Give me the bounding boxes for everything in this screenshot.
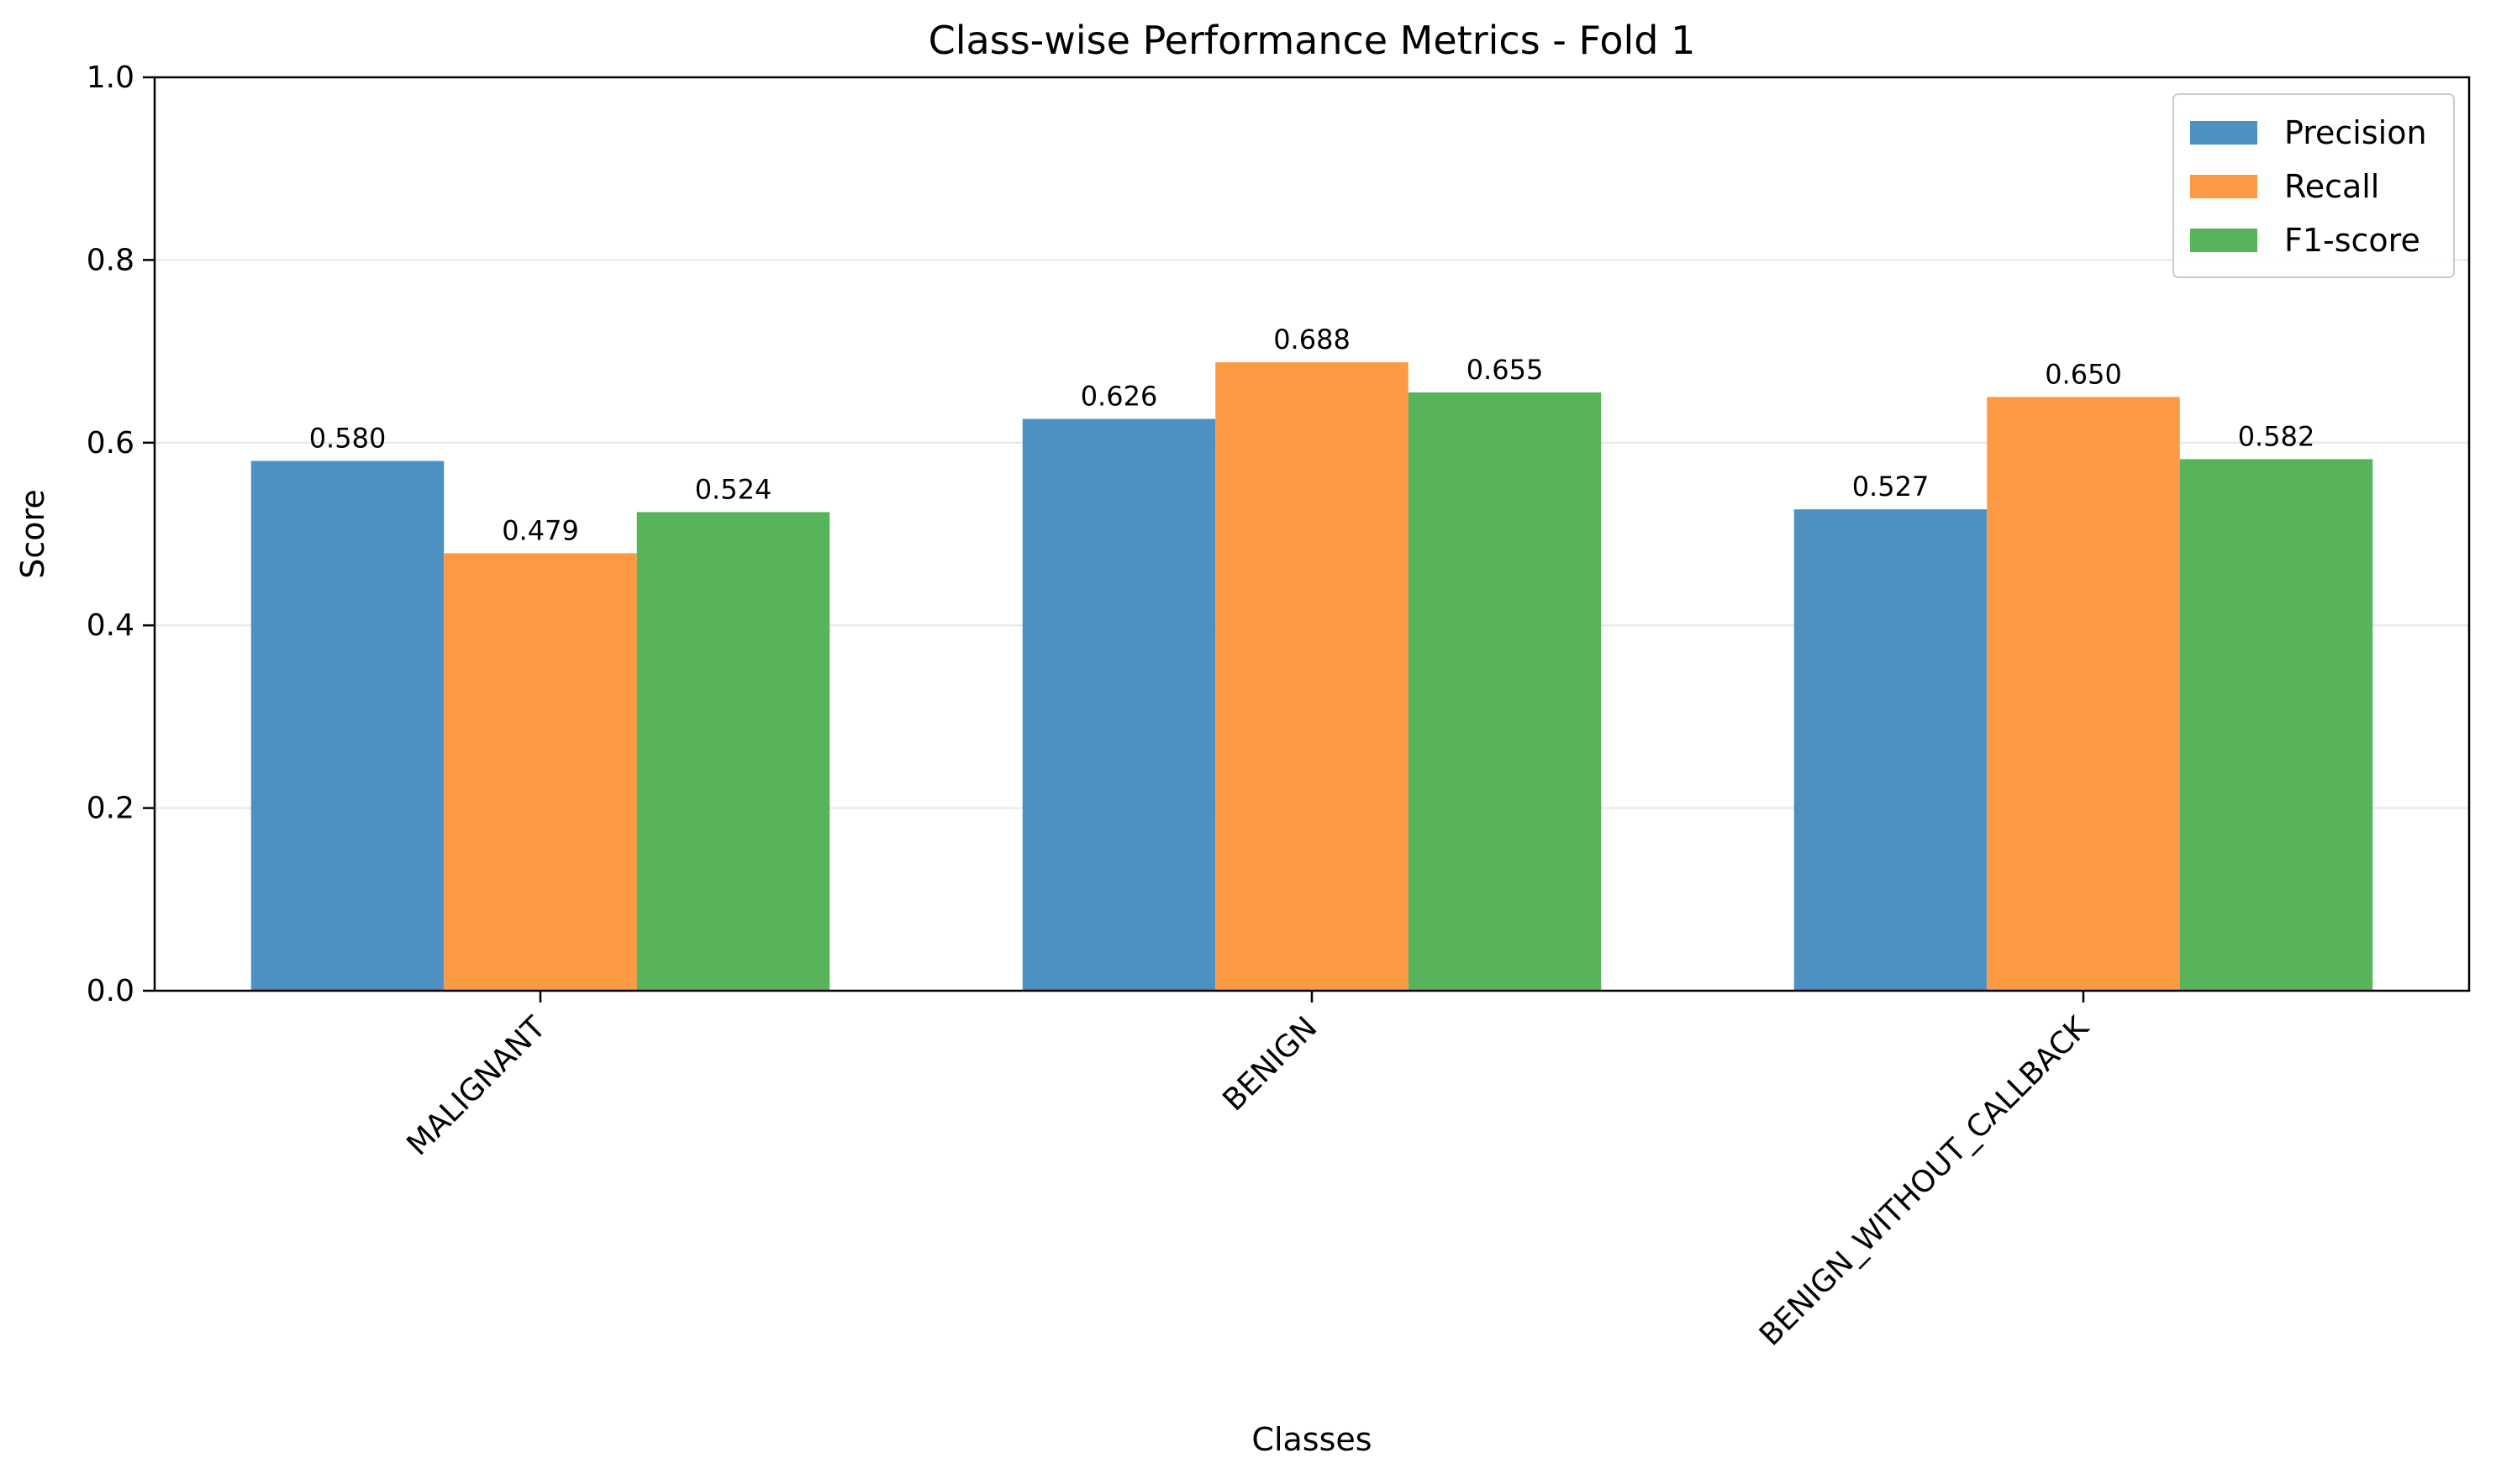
- bar: [1793, 509, 1988, 991]
- bar: [1022, 418, 1216, 992]
- data-labels: 0.580 0.479 0.524 0.626 0.688 0.655 0.527 0.650…: [309, 324, 2315, 546]
- data-label: 0.524: [695, 473, 772, 505]
- bar: [2179, 459, 2373, 991]
- y-axis-title: Score: [14, 489, 51, 578]
- y-tick-label: 0.0: [87, 974, 134, 1008]
- bar: [1987, 397, 2180, 991]
- y-axis-ticks: 0.0 0.2 0.4 0.6 0.8 1.0: [87, 61, 155, 1008]
- y-tick-label: 0.4: [87, 608, 134, 643]
- data-label: 0.479: [502, 514, 579, 546]
- legend-label: Precision: [2284, 114, 2427, 151]
- data-label: 0.582: [2238, 420, 2315, 452]
- data-label: 0.650: [2045, 358, 2122, 390]
- bar: [444, 553, 637, 991]
- x-axis-title: Classes: [1251, 1421, 1372, 1458]
- legend: Precision Recall F1-score: [2172, 93, 2455, 278]
- data-label: 0.655: [1467, 354, 1544, 386]
- y-tick-label: 1.0: [87, 61, 134, 95]
- data-label: 0.580: [309, 423, 387, 455]
- x-tick-label: BENIGN: [1216, 1010, 1324, 1118]
- legend-label: Recall: [2284, 168, 2379, 205]
- bar: [636, 512, 830, 991]
- x-axis-ticks: MALIGNANT BENIGN BENIGN_WITHOUT_CALLBACK: [401, 991, 2096, 1353]
- legend-swatch: [2190, 229, 2257, 252]
- legend-swatch: [2190, 121, 2257, 145]
- bar: [250, 460, 445, 991]
- y-tick-label: 0.6: [87, 426, 134, 460]
- y-tick-label: 0.8: [87, 243, 134, 277]
- bar: [1215, 362, 1409, 991]
- x-tick-label: BENIGN_WITHOUT_CALLBACK: [1753, 1009, 2096, 1352]
- x-tick-label: MALIGNANT: [401, 1010, 554, 1163]
- bar: [1408, 392, 1602, 991]
- data-label: 0.527: [1852, 471, 1930, 503]
- data-label: 0.626: [1081, 381, 1158, 413]
- bars: [250, 362, 2373, 992]
- data-label: 0.688: [1273, 324, 1351, 355]
- legend-label: F1-score: [2284, 222, 2420, 259]
- y-tick-label: 0.2: [87, 792, 134, 826]
- legend-swatch: [2190, 175, 2257, 198]
- chart-title: Class-wise Performance Metrics - Fold 1: [929, 18, 1696, 63]
